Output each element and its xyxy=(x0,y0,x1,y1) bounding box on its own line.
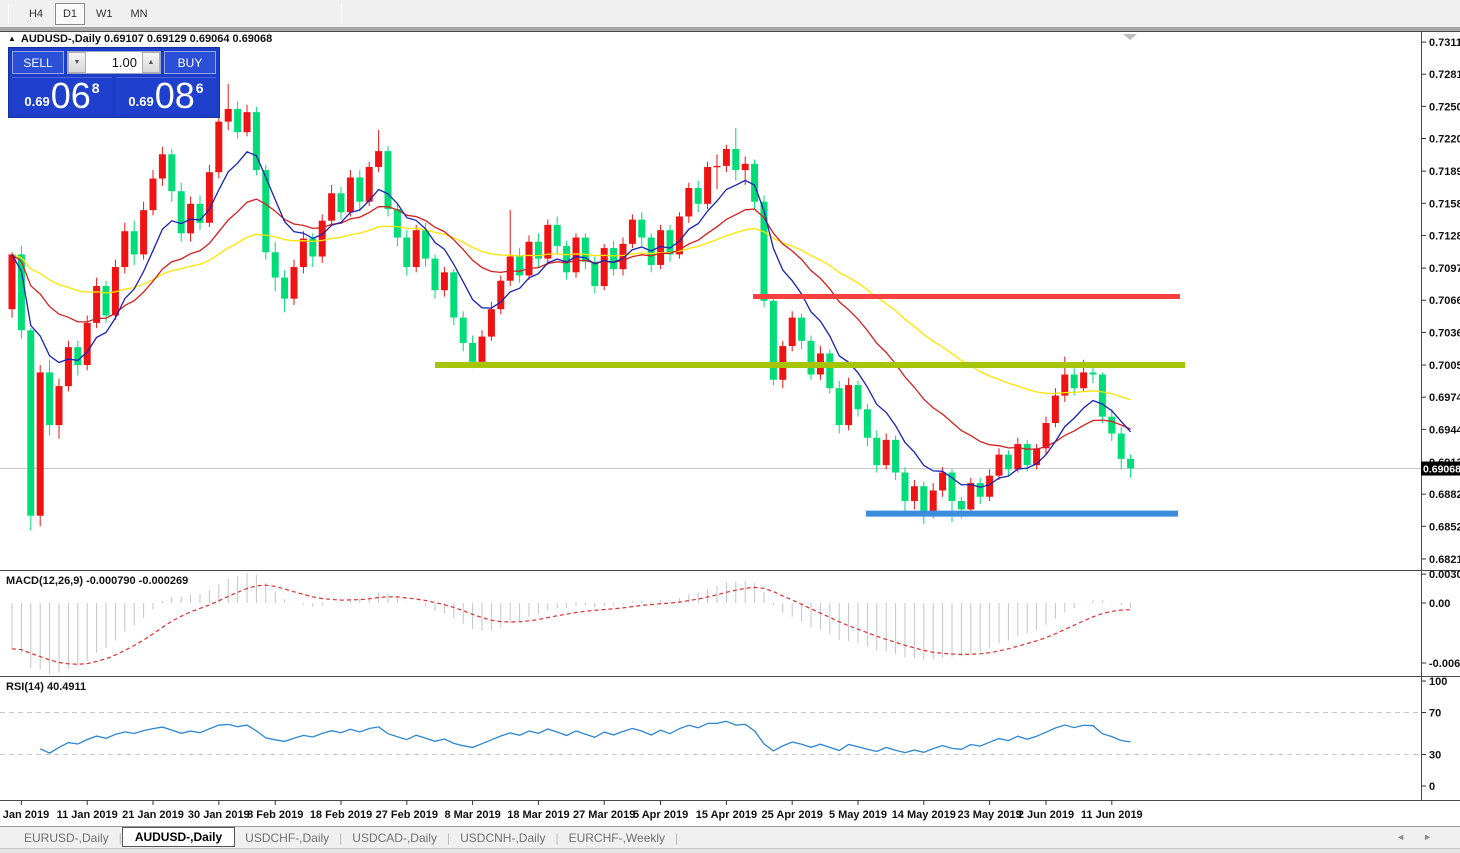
chart-title: ▲ AUDUSD-,Daily 0.69107 0.69129 0.69064 0… xyxy=(8,33,272,45)
sell-price-prefix: 0.69 xyxy=(24,94,50,109)
svg-text:100: 100 xyxy=(1429,676,1447,688)
sell-button[interactable]: SELL xyxy=(12,51,64,74)
svg-text:30: 30 xyxy=(1429,750,1441,762)
chart-tab-eurusd[interactable]: EURUSD-,Daily xyxy=(24,830,109,845)
chart-title-text: AUDUSD-,Daily 0.69107 0.69129 0.69064 0.… xyxy=(20,33,273,45)
buy-price-display[interactable]: 0.69 08 6 xyxy=(116,77,216,114)
chart-tab-eurchf[interactable]: EURCHF-,Weekly xyxy=(568,830,666,845)
moving-averages-group xyxy=(11,151,1132,488)
tab-separator: | xyxy=(675,830,679,845)
chart-tab-bar: EURUSD-,Daily | AUDUSD-,Daily USDCHF-,Daily… xyxy=(0,826,1460,848)
buy-price-prefix: 0.69 xyxy=(128,94,154,109)
timeframe-h4-button[interactable]: H4 xyxy=(28,7,44,20)
status-strip xyxy=(0,848,1460,853)
chart-tab-usdcnh[interactable]: USDCNH-,Daily xyxy=(460,830,546,845)
sell-price-pipette: 8 xyxy=(91,80,100,96)
collapse-triangle-icon[interactable]: ▲ xyxy=(8,34,16,43)
tab-separator: | xyxy=(118,830,122,845)
svg-text:70: 70 xyxy=(1429,708,1441,720)
date-label: 27 Mar 2019 xyxy=(573,809,635,821)
timeframe-w1-button[interactable]: W1 xyxy=(96,7,113,20)
chart-tab-audusd[interactable]: AUDUSD-,Daily xyxy=(121,826,236,847)
macd-group xyxy=(11,573,1132,674)
date-label: 30 Jan 2019 xyxy=(188,809,250,821)
volume-increase-button[interactable]: ▲ xyxy=(142,52,160,73)
date-label: 25 Apr 2019 xyxy=(762,809,823,821)
timeframe-mn-button[interactable]: MN xyxy=(130,7,148,20)
chart-tab-usdcad[interactable]: USDCAD-,Daily xyxy=(352,830,437,845)
svg-text:0.73115: 0.73115 xyxy=(1429,37,1460,49)
ma-slow-line xyxy=(11,225,1131,401)
volume-input[interactable]: 1.00 xyxy=(86,52,142,73)
ma-fast-line xyxy=(11,151,1132,488)
macd-indicator-label: MACD(12,26,9) -0.000790 -0.000269 xyxy=(6,575,189,587)
rsi-group xyxy=(0,712,1421,755)
date-label: 11 Jan 2019 xyxy=(57,809,118,821)
current-price-tag xyxy=(1421,461,1460,476)
date-label: 27 Feb 2019 xyxy=(376,809,438,821)
buy-price-pipette: 6 xyxy=(195,80,204,96)
volume-spinner: ▼ 1.00 ▲ xyxy=(67,51,161,74)
date-label: 14 May 2019 xyxy=(892,809,956,821)
svg-text:0.00: 0.00 xyxy=(1429,598,1450,610)
date-label: 11 Jun 2019 xyxy=(1081,809,1143,821)
svg-text:0.69745: 0.69745 xyxy=(1429,392,1460,404)
tab-separator: | xyxy=(555,830,559,845)
date-label: 2 Jun 2019 xyxy=(1018,809,1074,821)
ma-medium-line xyxy=(11,198,1131,450)
one-click-trading-panel: SELL ▼ 1.00 ▲ BUY 0.69 06 8 0.69 08 6 xyxy=(8,47,220,118)
timeframe-toolbar: H4 D1 W1 MN xyxy=(0,0,1460,28)
sell-price-display[interactable]: 0.69 06 8 xyxy=(12,77,112,114)
svg-text:0.003035: 0.003035 xyxy=(1429,569,1460,581)
svg-text:0.72505: 0.72505 xyxy=(1429,101,1460,113)
buy-button[interactable]: BUY xyxy=(164,51,216,74)
date-label: 18 Feb 2019 xyxy=(310,809,372,821)
date-label: 21 Jan 2019 xyxy=(122,809,184,821)
toolbar-separator xyxy=(340,3,342,24)
timeframe-d1-button[interactable]: D1 xyxy=(55,2,85,25)
date-label: 8 Mar 2019 xyxy=(444,809,500,821)
date-label: 5 Apr 2019 xyxy=(633,809,688,821)
date-label: 8 Feb 2019 xyxy=(247,809,303,821)
svg-text:0: 0 xyxy=(1429,781,1435,793)
buy-price-big-digits: 08 xyxy=(154,75,195,116)
candles-group xyxy=(8,83,1135,531)
tab-separator: | xyxy=(339,830,343,845)
chart-shift-marker xyxy=(1123,34,1137,40)
svg-text:0.70665: 0.70665 xyxy=(1429,295,1460,307)
svg-text:0.69068: 0.69068 xyxy=(1423,464,1460,476)
rsi-line xyxy=(39,720,1131,754)
date-label: 5 May 2019 xyxy=(829,809,887,821)
svg-text:0.68825: 0.68825 xyxy=(1429,489,1460,501)
toolbar-separator xyxy=(8,3,9,24)
volume-decrease-button[interactable]: ▼ xyxy=(68,52,86,73)
tab-scroll-arrows[interactable]: ◄► xyxy=(1396,832,1450,842)
date-label: 23 May 2019 xyxy=(957,809,1021,821)
tab-separator: | xyxy=(446,830,451,845)
date-label: 2 Jan 2019 xyxy=(0,809,49,821)
date-label: 18 Mar 2019 xyxy=(507,809,569,821)
chart-tab-usdchf[interactable]: USDCHF-,Daily xyxy=(245,830,330,845)
rsi-indicator-label: RSI(14) 40.4911 xyxy=(6,681,87,693)
date-label: 15 Apr 2019 xyxy=(696,809,757,821)
svg-text:0.71585: 0.71585 xyxy=(1429,198,1460,210)
sell-price-big-digits: 06 xyxy=(50,75,91,116)
svg-text:-0.006311: -0.006311 xyxy=(1429,658,1460,670)
